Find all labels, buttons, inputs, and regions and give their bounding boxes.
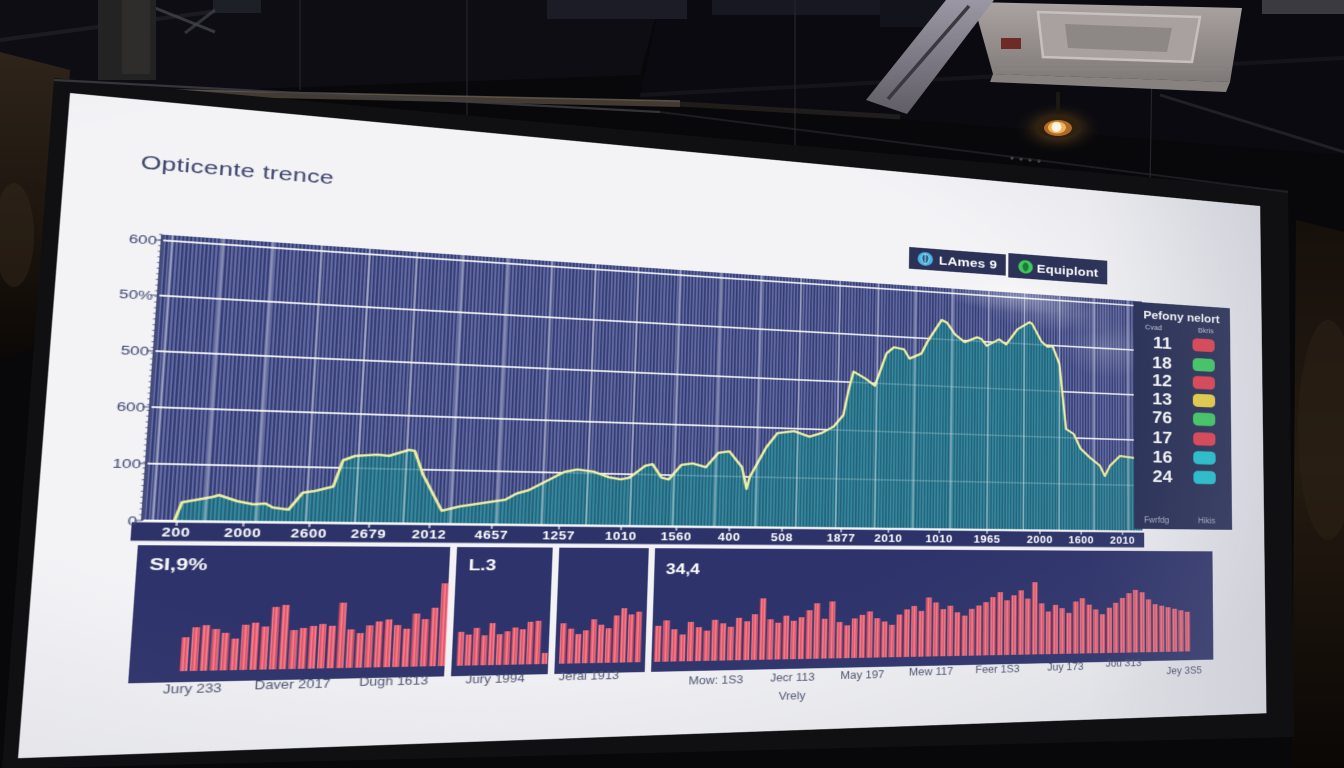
svg-text:Mew 117: Mew 117	[909, 666, 953, 678]
svg-text:2679: 2679	[350, 528, 386, 541]
svg-text:L.3: L.3	[468, 557, 497, 575]
svg-text:Pefony nelort: Pefony nelort	[1143, 308, 1220, 326]
svg-text:508: 508	[771, 532, 793, 544]
svg-text:Daver 2017: Daver 2017	[254, 677, 331, 692]
svg-text:2000: 2000	[224, 527, 262, 541]
svg-text:2010: 2010	[874, 533, 902, 545]
svg-text:24: 24	[1153, 467, 1173, 486]
svg-text:Equiplont: Equiplont	[1037, 262, 1099, 280]
svg-text:600: 600	[116, 400, 145, 415]
svg-text:May 197: May 197	[840, 669, 884, 681]
svg-text:Jeral 1913: Jeral 1913	[558, 669, 619, 682]
svg-text:0: 0	[127, 514, 138, 529]
svg-text:2600: 2600	[290, 527, 327, 541]
svg-text:Jury 1994: Jury 1994	[465, 672, 525, 686]
svg-text:17: 17	[1152, 428, 1172, 448]
svg-text:2000: 2000	[1027, 534, 1053, 546]
svg-text:1560: 1560	[660, 531, 691, 544]
svg-text:34,4: 34,4	[666, 561, 701, 578]
svg-text:Cvad: Cvad	[1145, 324, 1162, 332]
svg-text:2010: 2010	[1110, 535, 1135, 546]
svg-text:100: 100	[112, 457, 142, 472]
svg-text:Jury 233: Jury 233	[162, 682, 222, 696]
svg-text:Jecr 113: Jecr 113	[770, 671, 815, 684]
svg-text:1965: 1965	[974, 534, 1001, 546]
svg-text:Vrely: Vrely	[779, 690, 806, 702]
svg-text:Dugh 1613: Dugh 1613	[359, 674, 429, 688]
svg-text:2012: 2012	[411, 529, 446, 542]
svg-text:Jou 313: Jou 313	[1106, 658, 1142, 669]
svg-text:76: 76	[1152, 408, 1172, 428]
svg-text:Feer 1S3: Feer 1S3	[975, 663, 1020, 675]
svg-text:18: 18	[1152, 353, 1172, 373]
svg-text:200: 200	[161, 526, 191, 540]
svg-text:1600: 1600	[1068, 535, 1094, 546]
svg-text:1010: 1010	[925, 534, 953, 546]
svg-text:Fwrfdg: Fwrfdg	[1144, 516, 1169, 525]
svg-text:4657: 4657	[474, 529, 508, 542]
svg-text:400: 400	[718, 532, 741, 544]
svg-text:SI,9%: SI,9%	[149, 555, 208, 574]
svg-text:Mow: 1S3: Mow: 1S3	[689, 674, 744, 687]
svg-text:16: 16	[1152, 447, 1172, 467]
svg-text:1010: 1010	[605, 530, 637, 543]
svg-text:13: 13	[1152, 389, 1172, 409]
svg-text:Bkris: Bkris	[1198, 327, 1214, 335]
svg-text:Hikis: Hikis	[1198, 517, 1216, 525]
svg-text:50%: 50%	[119, 287, 154, 303]
svg-text:12: 12	[1152, 371, 1172, 391]
svg-text:1257: 1257	[542, 530, 575, 543]
svg-text:Juy 173: Juy 173	[1047, 661, 1084, 673]
svg-text:500: 500	[120, 343, 149, 359]
svg-text:1877: 1877	[827, 533, 856, 545]
svg-text:LAmes 9: LAmes 9	[939, 254, 997, 272]
svg-text:600: 600	[128, 232, 157, 248]
svg-text:11: 11	[1153, 333, 1172, 353]
svg-text:Jey 3S5: Jey 3S5	[1166, 665, 1202, 676]
